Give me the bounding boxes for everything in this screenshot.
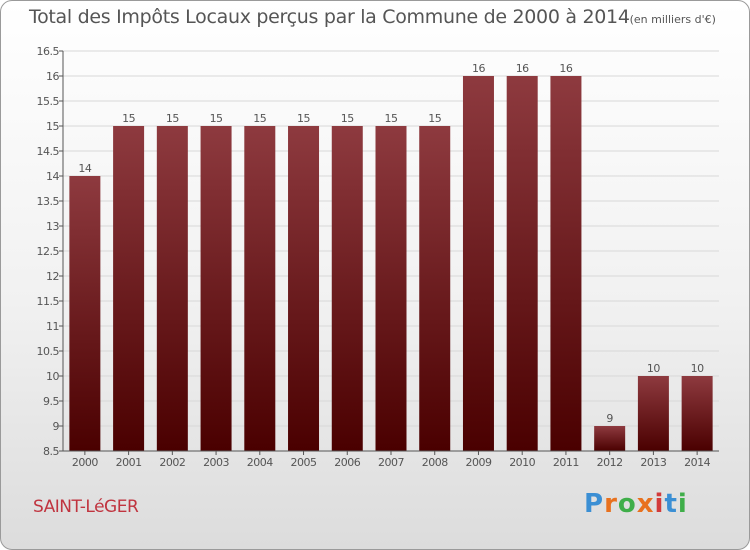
y-tick-label: 13 [46, 220, 59, 233]
bar-value-label: 15 [428, 112, 441, 125]
bar-value-label: 16 [516, 62, 529, 75]
chart-title: Total des Impôts Locaux perçus par la Co… [29, 6, 716, 28]
y-tick-label: 15.5 [37, 95, 60, 108]
bar [113, 126, 145, 451]
x-tick-label: 2003 [203, 456, 229, 469]
bar-value-label: 15 [385, 112, 398, 125]
x-tick-label: 2011 [553, 456, 579, 469]
x-tick-label: 2002 [159, 456, 185, 469]
bar [506, 76, 538, 451]
x-tick-label: 2001 [116, 456, 142, 469]
bars: 14 15 15 15 15 15 15 15 15 16 16 16 9 10 10 [69, 62, 713, 451]
x-tick-label: 2014 [684, 456, 710, 469]
logo-letter: o [617, 489, 637, 519]
bar [419, 126, 451, 451]
bar-value-label: 10 [691, 362, 704, 375]
y-tick-label: 9 [53, 420, 60, 433]
y-tick-label: 8.5 [43, 445, 59, 458]
logo-letter: i [677, 489, 688, 519]
bar-value-label: 16 [472, 62, 485, 75]
bar-value-label: 15 [253, 112, 266, 125]
bar-value-label: 9 [606, 412, 613, 425]
chart-title-text: Total des Impôts Locaux perçus par la Co… [29, 6, 630, 28]
proxiti-logo[interactable]: Proxiti [584, 489, 688, 519]
x-tick-label: 2012 [597, 456, 623, 469]
bar-value-label: 15 [341, 112, 354, 125]
y-tick-label: 9.5 [43, 395, 59, 408]
x-tick-label: 2004 [247, 456, 273, 469]
y-tick-label: 14.5 [37, 145, 60, 158]
bar [331, 126, 363, 451]
y-tick-label: 14 [46, 170, 59, 183]
x-tick-label: 2009 [465, 456, 491, 469]
bar [462, 76, 494, 451]
chart-unit: (en milliers d'€) [629, 13, 716, 26]
bar-value-label: 15 [122, 112, 135, 125]
bar [375, 126, 407, 451]
x-tick-label: 2006 [334, 456, 360, 469]
bar [550, 76, 582, 451]
x-tick-label: 2013 [640, 456, 666, 469]
bar [200, 126, 232, 451]
y-tick-label: 12.5 [37, 245, 60, 258]
y-tick-label: 10 [46, 370, 59, 383]
bar [69, 176, 101, 451]
commune-name: SAINT-LéGER [33, 497, 139, 517]
x-axis-ticks: 2000 2001 2002 2003 2004 2005 2006 2007 2008 2009… [72, 451, 711, 469]
logo-letter: P [584, 489, 605, 519]
bar-value-label: 15 [297, 112, 310, 125]
bar-value-label: 10 [647, 362, 660, 375]
y-tick-label: 13.5 [37, 195, 60, 208]
y-tick-label: 12 [46, 270, 59, 283]
logo-letter: t [664, 489, 678, 519]
y-tick-label: 16 [46, 70, 59, 83]
bar [156, 126, 188, 451]
y-tick-label: 15 [46, 120, 59, 133]
x-tick-label: 2010 [509, 456, 535, 469]
x-tick-label: 2008 [422, 456, 448, 469]
bar [681, 376, 713, 451]
y-tick-label: 11.5 [37, 295, 60, 308]
y-tick-label: 10.5 [37, 345, 60, 358]
bar [594, 426, 626, 451]
bar-value-label: 16 [559, 62, 572, 75]
bar [288, 126, 320, 451]
logo-letter: i [654, 489, 665, 519]
bar-value-label: 15 [166, 112, 179, 125]
x-tick-label: 2000 [72, 456, 98, 469]
y-axis-ticks: 8.5 9 9.5 10 10.5 11 11.5 12 12.5 13 13.5 14 14.5 15 1… [37, 45, 63, 458]
x-tick-label: 2007 [378, 456, 404, 469]
bar-value-label: 15 [210, 112, 223, 125]
bar-value-label: 14 [78, 162, 91, 175]
logo-letter: r [604, 489, 618, 519]
y-tick-label: 16.5 [37, 45, 60, 58]
logo-letter: x [636, 489, 655, 519]
x-tick-label: 2005 [291, 456, 317, 469]
bar [637, 376, 669, 451]
bar [244, 126, 276, 451]
y-tick-label: 11 [46, 320, 59, 333]
